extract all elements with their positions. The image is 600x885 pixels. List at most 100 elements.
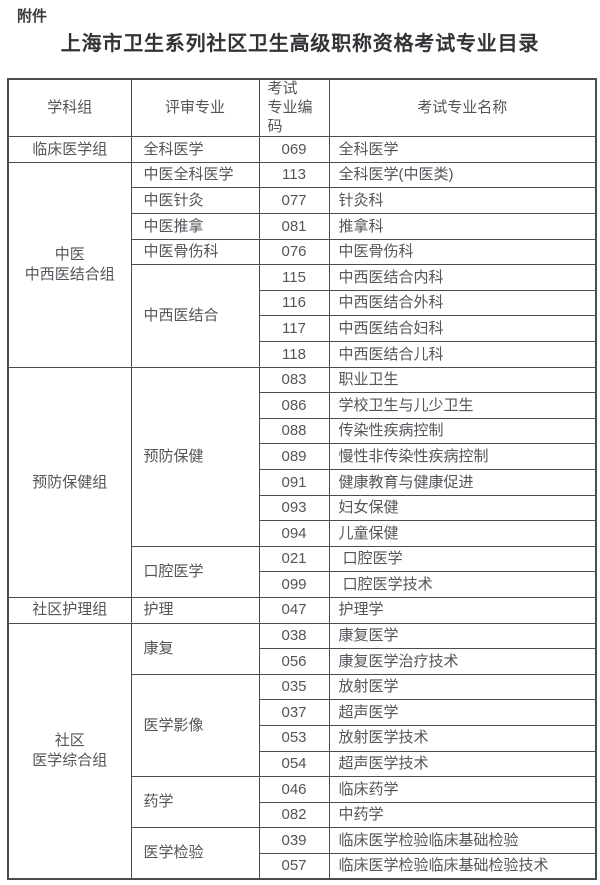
exam-code-cell: 086 — [258, 392, 330, 419]
table-row: 医学检验 039 临床医学检验临床基础检验 — [8, 827, 597, 880]
exam-name-cell: 口腔医学 — [328, 545, 597, 573]
exam-name-cell: 放射医学技术 — [328, 724, 597, 752]
table-row: 社区 医学综合组 康复 038 康复医学 — [7, 622, 597, 880]
exam-code-cell: 069 — [258, 136, 330, 163]
exam-name-cell: 中西医结合妇科 — [328, 315, 597, 342]
exam-code-cell: 039 — [258, 827, 330, 854]
table-row: 054 超声医学技术 — [8, 750, 597, 778]
exam-code-cell: 094 — [258, 520, 330, 547]
exam-name-cell: 中药学 — [328, 801, 597, 829]
exam-code-cell: 054 — [258, 750, 330, 778]
header-exam-code: 考试 专业编 码 — [258, 78, 330, 138]
table-row: 094 儿童保健 — [8, 520, 597, 547]
attachment-label: 附件 — [17, 8, 48, 25]
table-row: 社区护理组 护理 047 护理学 — [7, 596, 597, 624]
exam-name-cell: 临床医学检验临床基础检验 — [328, 827, 597, 854]
exam-name-cell: 临床医学检验临床基础检验技术 — [328, 852, 597, 880]
exam-name-cell: 中西医结合内科 — [328, 264, 597, 291]
exam-name-cell: 中西医结合儿科 — [328, 341, 597, 368]
review-major-cell: 预防保健 — [130, 366, 260, 547]
exam-code-cell: 053 — [258, 724, 330, 752]
exam-name-cell: 传染性疾病控制 — [328, 417, 597, 445]
exam-code-cell: 099 — [258, 571, 330, 598]
exam-code-cell: 076 — [258, 238, 330, 266]
exam-name-cell: 推拿科 — [328, 213, 597, 240]
exam-code-cell: 116 — [258, 289, 330, 317]
table-row: 临床医学组 全科医学 069 全科医学 — [7, 136, 597, 163]
subject-group-cell: 中医 中西医结合组 — [7, 161, 132, 368]
exam-name-cell: 护理学 — [328, 596, 597, 624]
exam-name-cell: 临床药学 — [328, 776, 597, 803]
review-major-cell: 全科医学 — [130, 136, 260, 163]
exam-name-cell: 康复医学 — [328, 622, 597, 650]
review-major-cell: 中医骨伤科 — [130, 238, 260, 266]
subject-group-cell: 社区护理组 — [7, 596, 132, 624]
exam-code-cell: 115 — [258, 264, 330, 291]
exam-code-cell: 057 — [258, 852, 330, 880]
exam-name-cell: 妇女保健 — [328, 494, 597, 522]
table-row: 082 中药学 — [8, 801, 597, 829]
table-row: 中医 中西医结合组 中医全科医学 113 全科医学(中医类) — [7, 161, 597, 368]
review-major-cell: 中医全科医学 — [130, 161, 260, 189]
header-review-major: 评审专业 — [130, 78, 260, 138]
table-body: 临床医学组 全科医学 069 全科医学 中医 中西医结合组 中医全科医学 113 全科医学(中… — [7, 136, 597, 880]
exam-name-cell: 慢性非传染性疾病控制 — [328, 443, 597, 470]
exam-name-cell: 学校卫生与儿少卫生 — [328, 392, 597, 419]
exam-catalog-table: 学科组 评审专业 考试 专业编 码 考试专业名称 临床医学组 全科医学 069 全科医… — [7, 78, 597, 880]
subject-group-cell: 临床医学组 — [7, 136, 132, 163]
table-row: 中医骨伤科 076 中医骨伤科 — [8, 238, 597, 266]
table-row: 预防保健组 预防保健 083 职业卫生 — [7, 366, 597, 598]
exam-name-cell: 针灸科 — [328, 187, 597, 215]
exam-code-cell: 117 — [258, 315, 330, 342]
exam-name-cell: 超声医学 — [328, 699, 597, 726]
table-row: 中西医结合 115 中西医结合内科 — [8, 264, 597, 368]
table-row: 053 放射医学技术 — [8, 724, 597, 752]
header-exam-name: 考试专业名称 — [328, 78, 597, 138]
exam-code-cell: 088 — [258, 417, 330, 445]
exam-name-cell: 中医骨伤科 — [328, 238, 597, 266]
exam-code-cell: 021 — [258, 545, 330, 573]
exam-name-cell: 健康教育与健康促进 — [328, 468, 597, 496]
exam-code-cell: 093 — [258, 494, 330, 522]
exam-code-cell: 077 — [258, 187, 330, 215]
table-row: 089 慢性非传染性疾病控制 — [8, 443, 597, 470]
review-major-cell: 口腔医学 — [130, 545, 260, 598]
subject-group-cell: 预防保健组 — [7, 366, 132, 598]
exam-code-cell: 081 — [258, 213, 330, 240]
table-row: 口腔医学 021 口腔医学 — [8, 545, 597, 598]
exam-name-cell: 全科医学(中医类) — [328, 161, 597, 189]
exam-code-cell: 037 — [258, 699, 330, 726]
table-row: 中医推拿 081 推拿科 — [8, 213, 597, 240]
exam-code-cell: 113 — [258, 161, 330, 189]
review-major-cell: 医学检验 — [130, 827, 260, 880]
table-header-row: 学科组 评审专业 考试 专业编 码 考试专业名称 — [7, 78, 597, 138]
exam-code-cell: 118 — [258, 341, 330, 368]
exam-code-cell: 038 — [258, 622, 330, 650]
review-major-cell: 康复 — [130, 622, 260, 675]
exam-code-cell: 056 — [258, 648, 330, 675]
exam-name-cell: 超声医学技术 — [328, 750, 597, 778]
table-row: 093 妇女保健 — [8, 494, 597, 522]
exam-code-cell: 089 — [258, 443, 330, 470]
exam-name-cell: 康复医学治疗技术 — [328, 648, 597, 675]
review-major-cell: 护理 — [130, 596, 260, 624]
exam-code-cell: 035 — [258, 673, 330, 701]
table-row: 057 临床医学检验临床基础检验技术 — [8, 852, 597, 880]
review-major-cell: 中西医结合 — [130, 264, 260, 368]
page-title: 上海市卫生系列社区卫生高级职称资格考试专业目录 — [60, 33, 540, 55]
exam-code-cell: 083 — [258, 366, 330, 394]
exam-name-cell: 中西医结合外科 — [328, 289, 597, 317]
subject-group-cell: 社区 医学综合组 — [7, 622, 132, 880]
review-major-cell: 药学 — [130, 776, 260, 829]
exam-name-cell: 儿童保健 — [328, 520, 597, 547]
exam-name-cell: 口腔医学技术 — [328, 571, 597, 598]
table-row: 医学影像 035 放射医学 — [8, 673, 597, 778]
exam-code-cell: 082 — [258, 801, 330, 829]
exam-code-cell: 046 — [258, 776, 330, 803]
table-row: 091 健康教育与健康促进 — [8, 468, 597, 496]
review-major-cell: 中医推拿 — [130, 213, 260, 240]
exam-code-cell: 047 — [258, 596, 330, 624]
table-row: 086 学校卫生与儿少卫生 — [8, 392, 597, 419]
review-major-cell: 中医针灸 — [130, 187, 260, 215]
table-row: 117 中西医结合妇科 — [8, 315, 597, 342]
